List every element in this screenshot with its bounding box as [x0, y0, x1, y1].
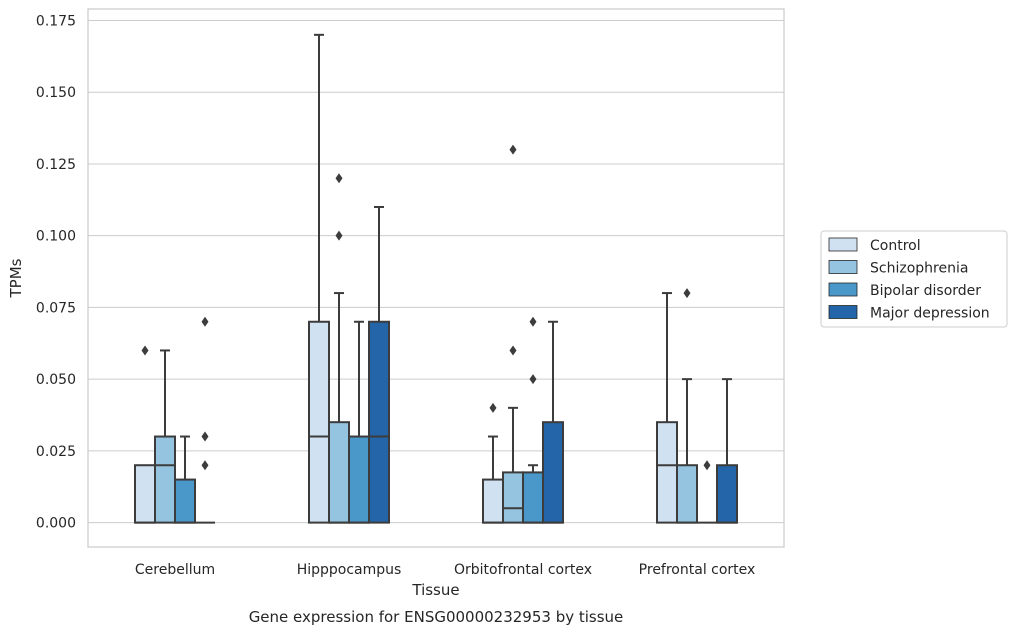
- box-bipolar-disorder: [174, 435, 196, 524]
- x-tick-label: Cerebellum: [135, 562, 215, 578]
- y-tick-label: 0.000: [36, 516, 76, 532]
- box-body: [482, 478, 504, 524]
- boxes: [134, 33, 738, 524]
- legend: Control Schizophrenia Bipolar disorder Majo…: [820, 230, 1008, 328]
- outlier-point: [509, 144, 517, 155]
- box-schizophrenia: [154, 349, 176, 524]
- box-body: [328, 421, 350, 524]
- outlier-point: [335, 230, 343, 241]
- box-bipolar-disorder: [522, 316, 544, 524]
- box-control: [482, 402, 504, 524]
- box-control: [308, 33, 330, 524]
- grid: [88, 19, 784, 524]
- y-axis-label: TPMs: [7, 258, 25, 298]
- legend-swatch: [828, 237, 858, 252]
- chart-caption: Gene expression for ENSG00000232953 by t…: [249, 608, 624, 626]
- box-major-depression: [716, 378, 738, 524]
- outlier-point: [683, 288, 691, 299]
- legend-label: Schizophrenia: [870, 261, 968, 277]
- x-tick-label: Prefrontal cortex: [639, 562, 756, 578]
- y-tick-label: 0.050: [36, 372, 76, 388]
- y-tick-label: 0.125: [36, 157, 76, 173]
- outlier-point: [509, 345, 517, 356]
- x-axis-ticks: Cerebellum Hipppocampus Orbitofrontal cort…: [135, 562, 755, 578]
- box-body: [502, 471, 524, 524]
- box-bipolar-disorder: [348, 320, 370, 524]
- x-axis-label: Tissue: [411, 581, 459, 599]
- plot-frame: [87, 8, 785, 548]
- box-body: [134, 464, 156, 524]
- box-body: [368, 320, 390, 524]
- box-major-depression: [542, 320, 564, 524]
- outlier-point: [703, 460, 711, 471]
- legend-label: Major depression: [870, 306, 990, 322]
- box-schizophrenia: [328, 173, 350, 524]
- outlier-point: [201, 460, 209, 471]
- box-body: [522, 471, 544, 524]
- box-body: [676, 464, 698, 524]
- box-major-depression: [368, 205, 390, 524]
- box-control: [134, 345, 156, 524]
- outlier-point: [529, 374, 537, 385]
- box-body: [348, 435, 370, 524]
- legend-swatch: [828, 305, 858, 319]
- y-axis-ticks: 0.000 0.025 0.050 0.075 0.100 0.125 0.150 0.175: [36, 13, 76, 531]
- box-control: [656, 292, 678, 524]
- box-body: [154, 435, 176, 524]
- box-major-depression: [195, 316, 215, 524]
- box-bipolar-disorder: [697, 460, 717, 524]
- box-body: [308, 320, 330, 524]
- box-body: [656, 421, 678, 524]
- legend-frame: [820, 230, 1008, 328]
- box-body: [716, 464, 738, 524]
- y-tick-label: 0.025: [36, 444, 76, 460]
- box-body: [542, 421, 564, 524]
- outlier-point: [489, 402, 497, 413]
- outlier-point: [201, 431, 209, 442]
- outlier-point: [335, 173, 343, 184]
- legend-label: Bipolar disorder: [870, 283, 981, 299]
- box-schizophrenia: [502, 144, 524, 524]
- y-tick-label: 0.175: [36, 13, 76, 29]
- legend-swatch: [828, 260, 858, 274]
- legend-label: Control: [870, 238, 921, 254]
- legend-swatch: [828, 282, 858, 297]
- x-tick-label: Hipppocampus: [297, 562, 402, 578]
- outlier-point: [201, 316, 209, 327]
- box-body: [174, 478, 196, 524]
- x-tick-label: Orbitofrontal cortex: [454, 562, 592, 578]
- y-tick-label: 0.075: [36, 300, 76, 316]
- outlier-point: [141, 345, 149, 356]
- outlier-point: [529, 316, 537, 327]
- y-tick-label: 0.150: [36, 85, 76, 101]
- box-schizophrenia: [676, 288, 698, 524]
- y-tick-label: 0.100: [36, 229, 76, 245]
